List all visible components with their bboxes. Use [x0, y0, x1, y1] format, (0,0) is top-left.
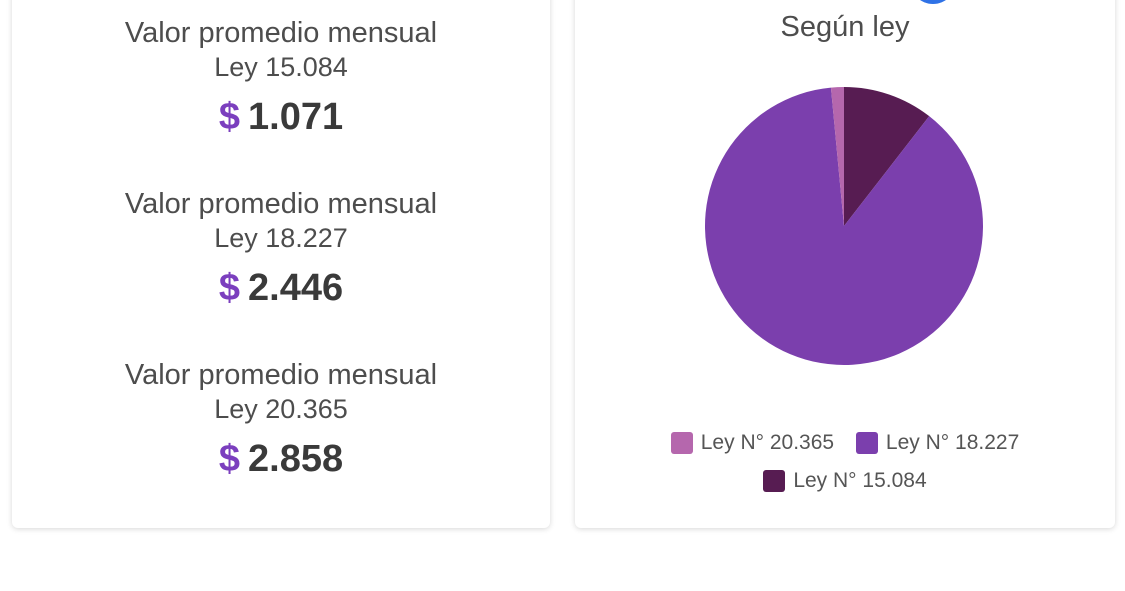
metric-value: 2.446: [248, 267, 344, 309]
metric-block-18227: Valor promedio mensual Ley 18.227 $2.446: [12, 187, 550, 311]
metric-block-15084: Valor promedio mensual Ley 15.084 $1.071: [12, 16, 550, 140]
chart-title: Según ley: [780, 11, 910, 43]
pie-slice-18227[interactable]: [705, 87, 983, 366]
metric-title: Valor promedio mensual: [124, 359, 438, 391]
pie-chart: [705, 87, 983, 366]
floating-action-button[interactable]: [910, 0, 956, 4]
legend-label: Ley N° 20.365: [700, 431, 835, 454]
metric-law: Ley 18.227: [214, 223, 348, 253]
legend-swatch: [670, 432, 693, 454]
metric-value-row: $2.858: [12, 436, 550, 482]
pie-slice-20365[interactable]: [830, 87, 844, 226]
metric-value-row: $1.071: [12, 94, 550, 140]
legend-swatch: [855, 432, 878, 454]
metric-block-20365: Valor promedio mensual Ley 20.365 $2.858: [12, 358, 550, 482]
legend-label: Ley N° 15.084: [793, 469, 927, 492]
metric-title: Valor promedio mensual: [124, 188, 438, 220]
metric-value: 1.071: [248, 96, 344, 138]
metrics-card: Valor promedio mensual Ley 15.084 $1.071…: [12, 0, 550, 528]
legend-row-1: Ley N° 20.365 Ley N° 18.227: [575, 431, 1115, 460]
dollar-sign: $: [218, 438, 241, 480]
legend-item-20365[interactable]: Ley N° 20.365: [670, 431, 835, 455]
legend-item-15084[interactable]: Ley N° 15.084: [763, 469, 927, 493]
dollar-sign: $: [218, 267, 241, 309]
legend-item-18227[interactable]: Ley N° 18.227: [855, 431, 1020, 455]
legend-label: Ley N° 18.227: [885, 431, 1020, 454]
chart-card: Según ley Ley N° 20.365 Ley N° 18.227 Le…: [575, 0, 1115, 528]
metric-value: 2.858: [248, 438, 344, 480]
metric-value-row: $2.446: [12, 265, 550, 311]
metric-law: Ley 20.365: [214, 394, 348, 424]
pie-slice-15084[interactable]: [844, 87, 930, 226]
dollar-sign: $: [218, 96, 241, 138]
metric-law: Ley 15.084: [214, 52, 348, 82]
metric-title: Valor promedio mensual: [124, 17, 438, 49]
legend-swatch: [763, 470, 786, 492]
legend-row-2: Ley N° 15.084: [575, 469, 1115, 498]
